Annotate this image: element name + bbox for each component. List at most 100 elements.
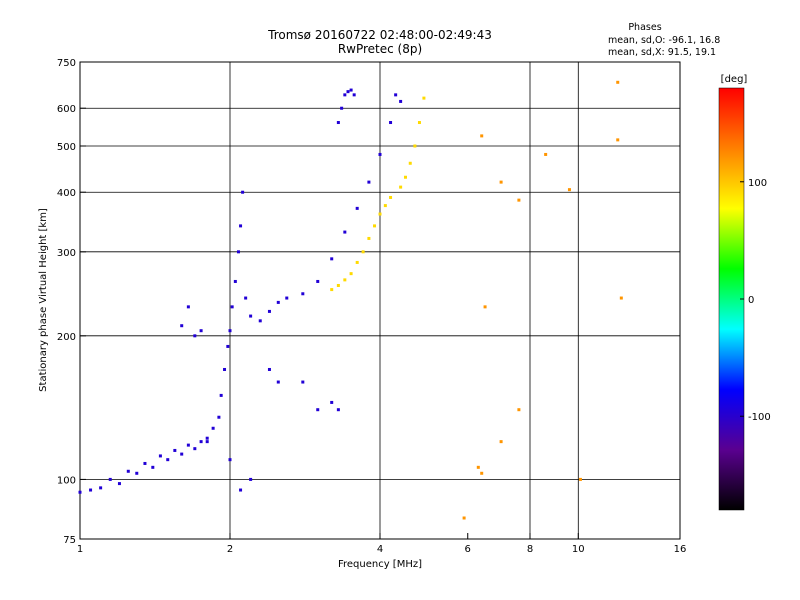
colorbar-ticks: 100 0 -100: [740, 178, 771, 423]
data-point: [330, 400, 334, 404]
y-tick-label: 75: [63, 535, 76, 546]
data-point: [99, 486, 103, 490]
y-axis-label: Stationary phase Virtual Height [km]: [38, 208, 49, 392]
data-point: [143, 461, 147, 465]
x-axis-ticks: 1 2 4 6 8 10 16: [77, 533, 687, 555]
data-point: [373, 224, 377, 228]
data-point: [336, 408, 340, 412]
y-tick-label: 300: [57, 248, 76, 259]
data-point: [389, 195, 393, 199]
data-point: [336, 121, 340, 125]
x-axis-label: Frequency [MHz]: [338, 559, 422, 570]
chart-subtitle: RwPretec (8p): [338, 42, 422, 56]
data-point: [619, 296, 623, 300]
data-point: [476, 465, 480, 469]
data-point: [241, 190, 245, 194]
data-point: [186, 305, 190, 309]
data-point: [249, 477, 253, 481]
data-point: [78, 490, 82, 494]
y-tick-label: 200: [57, 332, 76, 343]
phase-o-stats: mean, sd,O: -96.1, 16.8: [608, 35, 720, 46]
data-point: [403, 175, 407, 179]
data-point: [355, 260, 359, 264]
data-point: [151, 465, 155, 469]
colorbar: [718, 87, 745, 511]
data-point: [228, 458, 232, 462]
data-point: [239, 488, 243, 492]
data-point: [244, 296, 248, 300]
y-tick-label: 600: [57, 104, 76, 115]
colorbar-tick-label: -100: [748, 412, 771, 423]
data-point: [422, 96, 426, 100]
x-tick-label: 6: [465, 544, 471, 555]
plot-area: [78, 61, 681, 540]
data-point: [233, 279, 237, 283]
data-point: [223, 367, 227, 371]
gridlines: [80, 62, 680, 539]
data-point: [417, 121, 421, 125]
data-point: [544, 152, 548, 156]
data-points: [78, 80, 623, 520]
data-point: [355, 206, 359, 210]
data-point: [226, 344, 230, 348]
data-point: [408, 161, 412, 165]
data-point: [389, 121, 393, 125]
data-point: [343, 93, 347, 97]
data-point: [352, 93, 356, 97]
y-tick-label: 750: [57, 58, 76, 69]
data-point: [316, 408, 320, 412]
data-point: [173, 448, 177, 452]
data-point: [158, 454, 162, 458]
data-point: [89, 488, 93, 492]
chart-title: Tromsø 20160722 02:48:00-02:49:43: [267, 28, 492, 42]
data-point: [126, 469, 130, 473]
data-point: [340, 106, 344, 110]
data-point: [108, 477, 112, 481]
data-point: [135, 471, 139, 475]
data-point: [517, 198, 521, 202]
data-point: [193, 334, 197, 338]
data-point: [367, 236, 371, 240]
data-point: [316, 279, 320, 283]
data-point: [616, 138, 620, 142]
data-point: [166, 458, 170, 462]
data-point: [480, 471, 484, 475]
x-tick-label: 16: [674, 544, 687, 555]
data-point: [349, 272, 353, 276]
phase-heading: Phases: [628, 22, 661, 33]
data-point: [367, 180, 371, 184]
data-point: [336, 283, 340, 287]
data-point: [239, 224, 243, 228]
data-point: [276, 380, 280, 384]
x-tick-label: 10: [572, 544, 585, 555]
data-point: [236, 250, 240, 254]
data-point: [499, 440, 503, 444]
data-point: [249, 314, 253, 318]
data-point: [219, 393, 223, 397]
data-point: [462, 516, 466, 520]
data-point: [180, 452, 184, 456]
colorbar-tick-label: 0: [748, 295, 754, 306]
data-point: [343, 278, 347, 282]
x-tick-label: 8: [527, 544, 533, 555]
data-point: [117, 482, 121, 486]
data-point: [399, 185, 403, 189]
data-point: [217, 415, 221, 419]
data-point: [285, 296, 289, 300]
data-point: [267, 309, 271, 313]
colorbar-tick-label: 100: [748, 178, 767, 189]
data-point: [211, 426, 215, 430]
data-point: [378, 212, 382, 216]
data-point: [193, 447, 197, 451]
data-point: [205, 436, 209, 440]
data-point: [301, 380, 305, 384]
data-point: [205, 440, 209, 444]
data-point: [301, 292, 305, 296]
data-point: [499, 180, 503, 184]
x-tick-label: 1: [77, 544, 83, 555]
y-tick-label: 400: [57, 188, 76, 199]
data-point: [199, 440, 203, 444]
data-point: [267, 367, 271, 371]
y-tick-label: 500: [57, 142, 76, 153]
